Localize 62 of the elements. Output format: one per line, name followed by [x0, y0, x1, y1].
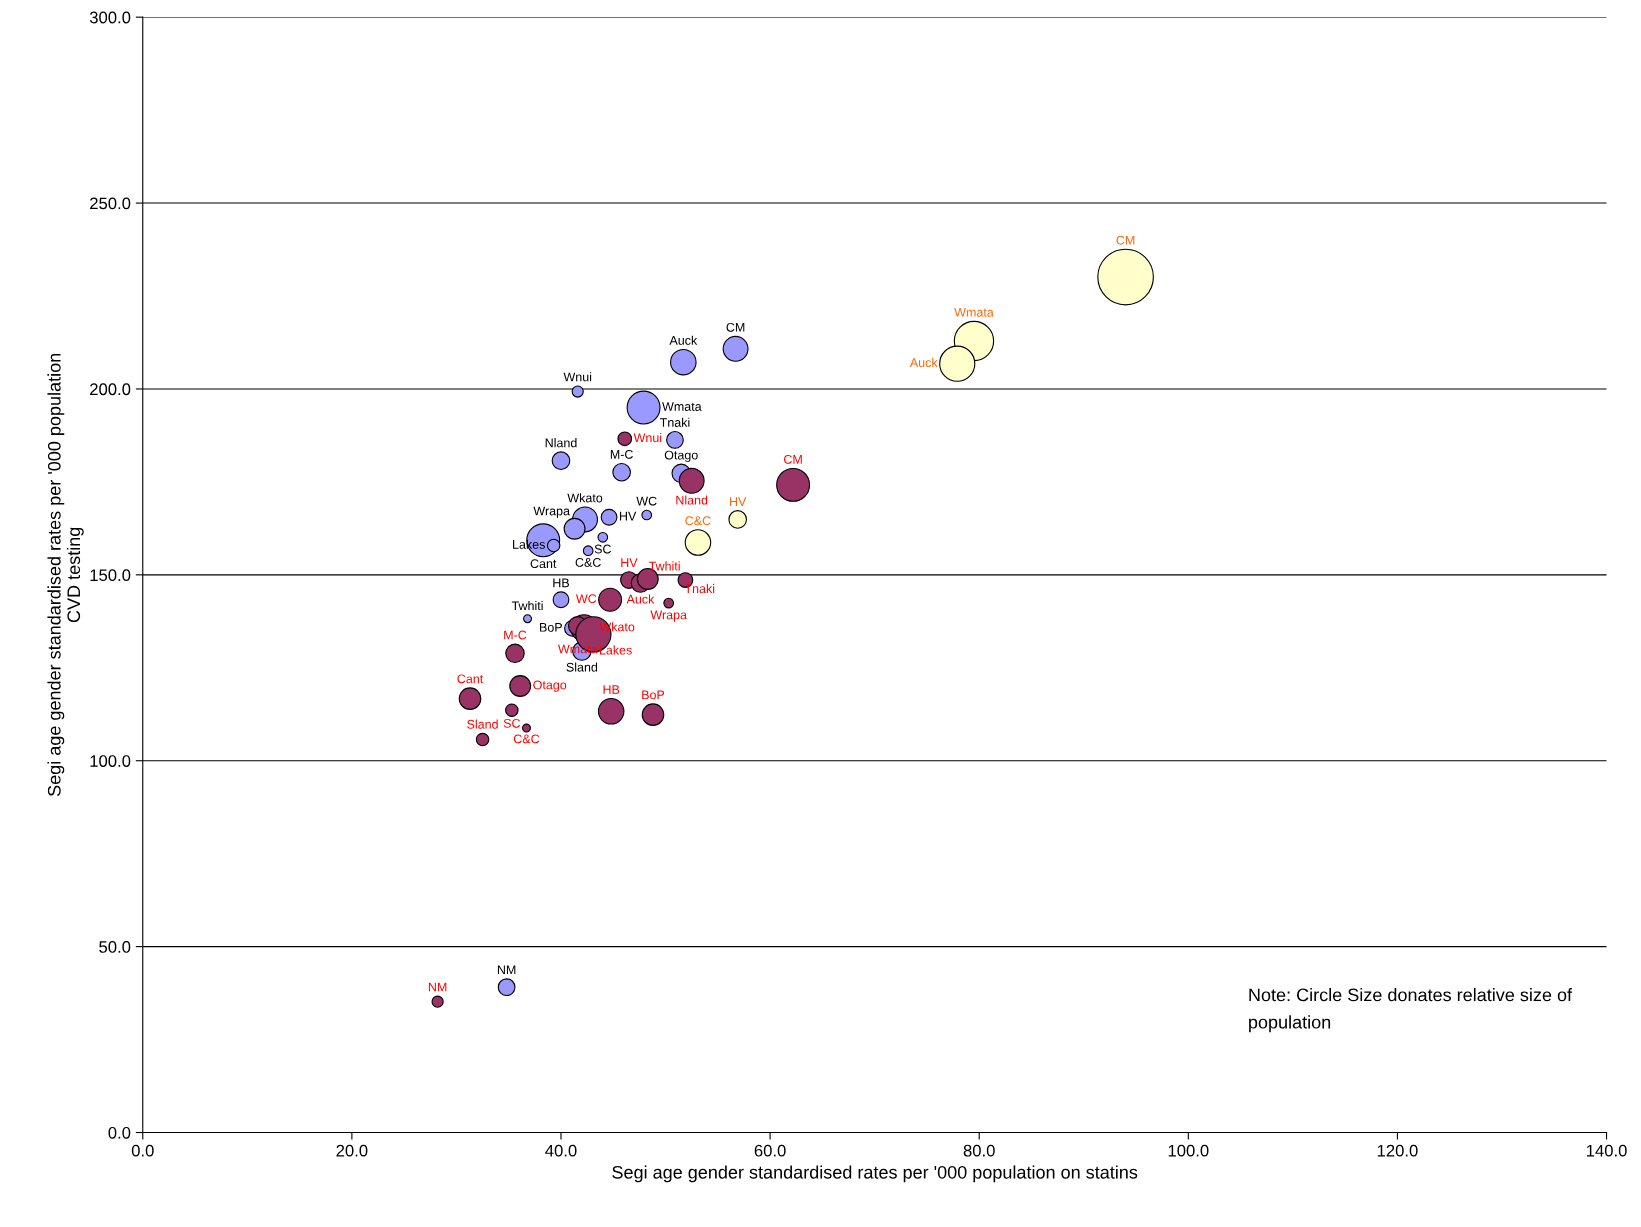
data-label: BoP	[540, 623, 562, 632]
data-label: HB	[553, 578, 570, 588]
data-label: Wnui	[563, 372, 592, 382]
y-tick-label: 250.0	[90, 197, 131, 210]
data-label: Wrapa	[650, 610, 687, 622]
x-tick-label: 20.0	[336, 1144, 368, 1157]
x-tick-label: 40.0	[545, 1144, 577, 1157]
data-label: SC	[503, 718, 521, 728]
data-label: Wkato	[567, 493, 603, 503]
data-label: HV	[619, 511, 637, 521]
data-label: HV	[621, 558, 638, 567]
x-tick-label: 100.0	[1168, 1144, 1209, 1157]
data-label: HV	[730, 497, 747, 506]
data-label: Wmata	[954, 307, 994, 317]
data-label: CM	[726, 322, 745, 332]
data-label: WC	[636, 496, 657, 506]
data-label: CM	[784, 454, 802, 464]
data-label: Tnaki	[659, 417, 690, 427]
data-label: Twhiti	[648, 561, 680, 571]
data-label: Twhiti	[511, 600, 543, 611]
y-tick-label: 150.0	[90, 569, 131, 582]
data-label: Otago	[664, 450, 698, 462]
data-label: NM	[497, 965, 516, 975]
data-label: SC	[594, 544, 612, 554]
data-label: Sland	[467, 719, 498, 729]
data-label: BoP	[642, 690, 665, 700]
data-label: Auck	[626, 594, 655, 604]
data-label: C&C	[513, 734, 540, 744]
data-label: Otago	[533, 680, 567, 692]
data-label: M-C	[504, 630, 527, 640]
data-label: WC	[575, 594, 597, 604]
data-label: Tnaki	[684, 583, 715, 594]
data-label: HB	[603, 685, 620, 694]
data-label: Wnui	[633, 432, 662, 443]
data-label: Nland	[676, 495, 708, 505]
x-tick-label: 60.0	[754, 1144, 786, 1157]
y-tick-label: 200.0	[90, 383, 131, 396]
data-label: Wrapa	[533, 506, 570, 518]
x-tick-label: 80.0	[963, 1144, 995, 1157]
data-label: C&C	[575, 558, 601, 567]
x-tick-label: 140.0	[1586, 1144, 1627, 1157]
data-label: Auck	[669, 335, 698, 345]
y-axis-title: Segi age gender standardised rates per '000 population CVD testing	[47, 353, 84, 797]
data-label: Auck	[909, 357, 938, 368]
data-label: Lakes	[599, 645, 632, 655]
x-axis-title: Segi age gender standardised rates per '000 population on statins	[612, 1165, 1138, 1183]
y-tick-label: 50.0	[99, 941, 131, 953]
y-tick-label: 100.0	[90, 755, 131, 767]
data-label: Sland	[566, 662, 598, 672]
y-tick-label: 0.0	[108, 1126, 131, 1139]
data-label: Wmata	[662, 402, 702, 411]
data-label: M-C	[610, 449, 633, 459]
data-label: Cant	[530, 559, 557, 569]
data-label: Cant	[457, 674, 484, 684]
x-tick-label: 120.0	[1377, 1144, 1418, 1157]
y-tick-label: 300.0	[89, 11, 131, 24]
data-label: NM	[428, 982, 447, 992]
annotation: Note: Circle Size donates relative size of population	[1249, 988, 1573, 1033]
x-tick-label: 0.0	[131, 1144, 154, 1157]
data-label: CM	[1116, 235, 1135, 245]
data-label: C&C	[685, 516, 711, 526]
data-label: Nland	[545, 438, 577, 448]
